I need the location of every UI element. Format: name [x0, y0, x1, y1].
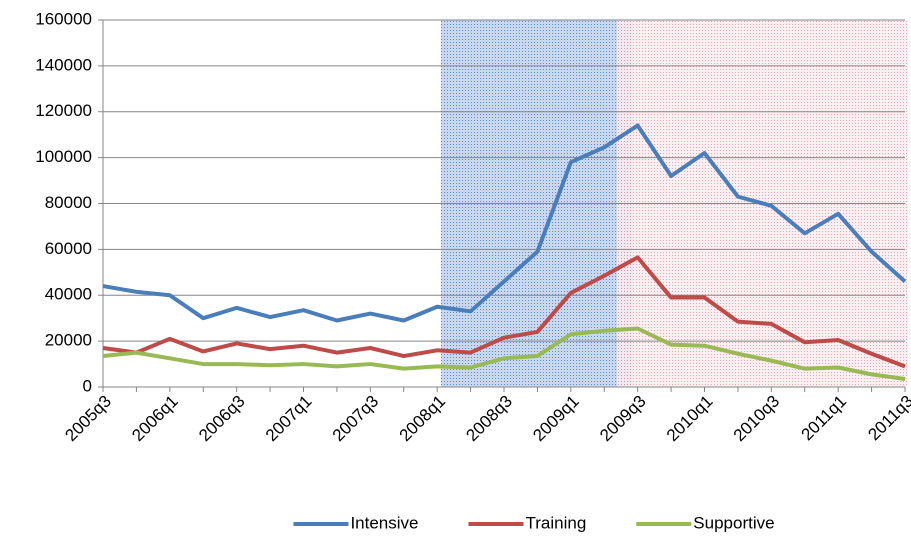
x-tick-label: 2010q3	[730, 392, 784, 446]
legend-label: Training	[525, 513, 586, 532]
x-tick-label: 2006q3	[195, 392, 249, 446]
x-tick-label: 2007q1	[262, 392, 316, 446]
x-tick-label: 2007q3	[329, 392, 383, 446]
legend-label: Supportive	[693, 513, 774, 532]
y-tick-label: 80000	[45, 193, 92, 212]
x-tick-label: 2008q3	[462, 392, 516, 446]
x-tick-label: 2010q1	[663, 392, 717, 446]
x-tick-label: 2011q3	[864, 392, 911, 445]
series-line	[102, 255, 906, 369]
y-tick-label: 40000	[45, 285, 92, 304]
y-tick-label: 140000	[35, 55, 92, 74]
x-tick-label: 2008q1	[396, 392, 450, 446]
y-tick-label: 160000	[35, 9, 92, 28]
plot	[102, 123, 907, 381]
y-tick-label: 20000	[45, 331, 92, 350]
grid	[98, 19, 906, 392]
legend-label: Intensive	[350, 513, 418, 532]
y-tick-label: 0	[83, 376, 92, 395]
x-tick-label: 2005q3	[61, 392, 115, 446]
x-tick-label: 2011q1	[798, 392, 851, 445]
y-tick-label: 120000	[35, 101, 92, 120]
series-line	[102, 326, 906, 381]
series-line	[102, 123, 907, 323]
x-tick-label: 2009q1	[529, 392, 583, 446]
y-tick-label: 60000	[45, 239, 92, 258]
x-tick-label: 2006q1	[128, 392, 182, 446]
x-tick-label: 2009q3	[596, 392, 650, 446]
y-tick-label: 100000	[35, 147, 92, 166]
